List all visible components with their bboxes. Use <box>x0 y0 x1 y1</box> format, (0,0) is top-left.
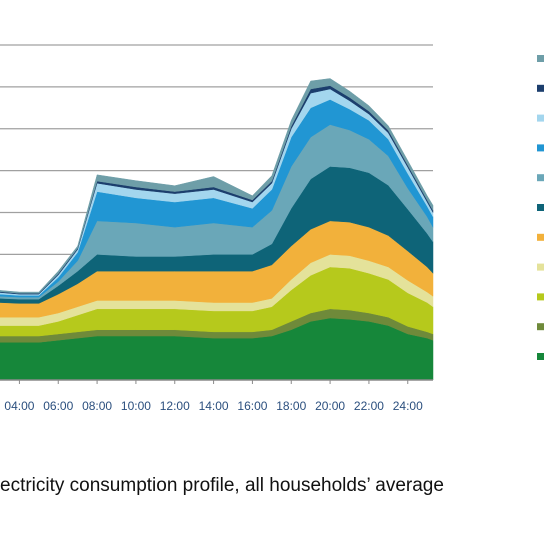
area <box>0 78 434 294</box>
legend-swatch <box>537 233 544 241</box>
legend-swatch <box>537 114 544 122</box>
legend-swatch <box>537 353 544 360</box>
legend-swatch <box>537 144 544 152</box>
legend-swatch <box>537 174 544 182</box>
legend-swatch <box>537 84 544 92</box>
x-tick-label: 20:00 <box>315 399 345 413</box>
x-tick-label: 04:00 <box>4 399 34 413</box>
areas <box>0 78 434 381</box>
x-tick-label: 06:00 <box>43 399 73 413</box>
x-tick-label: 14:00 <box>199 399 229 413</box>
overlay <box>0 379 433 384</box>
legend-swatch <box>537 323 544 331</box>
legend-swatch <box>537 55 544 62</box>
x-tick-label: 22:00 <box>354 399 384 413</box>
legend-swatch <box>537 263 544 271</box>
x-tick-label: 10:00 <box>121 399 151 413</box>
x-tick-label: 16:00 <box>237 399 267 413</box>
legend-swatch <box>537 204 544 211</box>
x-tick-label: 12:00 <box>160 399 190 413</box>
x-tick-label: 08:00 <box>82 399 112 413</box>
legend-swatch <box>537 293 544 301</box>
x-tick-label: 18:00 <box>276 399 306 413</box>
x-tick-label: 24:00 <box>393 399 423 413</box>
chart-caption: ectricity consumption profile, all house… <box>0 475 444 496</box>
